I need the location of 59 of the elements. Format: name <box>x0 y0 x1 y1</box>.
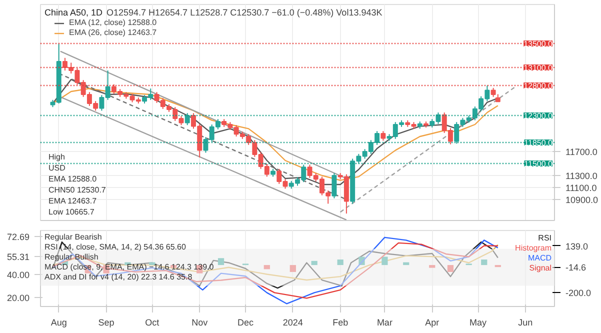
annotation: Regular Bullish <box>44 252 98 262</box>
ref-line-label: 11500.0 <box>524 160 554 168</box>
bar <box>311 260 318 266</box>
ref-line-label: 13100.0 <box>524 64 554 72</box>
bar <box>429 265 436 268</box>
x-tick-label: Nov <box>192 318 208 328</box>
legend-label: EMA (12, close) 12588.0 <box>69 18 157 27</box>
bar <box>264 265 270 270</box>
chart-title: China A50, 1D <box>44 8 104 18</box>
text: Signal <box>529 264 552 272</box>
x-tick-label: Aug <box>50 318 67 328</box>
ref-line-label: 13500.0 <box>524 40 554 48</box>
annotation: MACD (close, 9, EMA, EMA) −14.6 124.3 139.0 <box>44 262 214 272</box>
bar <box>290 265 296 272</box>
x-tick-label: Dec <box>237 318 254 328</box>
x-tick-label: Mar <box>376 318 392 328</box>
candlestick <box>380 130 386 142</box>
annotation: EMA 12463.7 <box>48 196 98 206</box>
ref-line-label: 12800.0 <box>524 82 554 90</box>
annotation: RSI (14, close, SMA, 14, 2) 54.36 65.60 <box>44 242 186 252</box>
x-tick-label: Feb <box>332 318 348 328</box>
bar <box>481 260 488 266</box>
bar <box>382 256 388 266</box>
y2-tick-label: -14.6 <box>566 262 586 273</box>
y-tick-label: 20.00 <box>6 292 30 303</box>
candlestick <box>332 172 337 199</box>
y-tick-label: 11300.0 <box>566 171 598 181</box>
annotation: Regular Bearish <box>44 232 102 242</box>
y-tick-label: 40.00 <box>6 270 30 280</box>
annotation: ADX and DI for v4 (14, 20) 22.3 14.6 35.8 <box>44 272 193 282</box>
legend-label: EMA (26, close) 12463.7 <box>69 28 157 37</box>
y-tick-label: 72.69 <box>6 232 30 242</box>
x-tick-label: Apr <box>425 318 440 328</box>
y2-tick-label: -200.0 <box>566 288 592 298</box>
annotation: USD <box>48 164 66 172</box>
ref-line-label: 11850.0 <box>524 138 554 148</box>
ref-line-label: 12300.0 <box>524 112 554 120</box>
chart-subtitle: O12594.7 H12654.7 L12528.7 C12530.7 −61.0 (−0.48%) Vol13.943K <box>106 8 382 18</box>
y-tick-label: 11700.0 <box>566 147 598 157</box>
text: RSI <box>538 234 552 242</box>
x-tick-label: Sep <box>98 318 114 328</box>
x-tick-label: May <box>470 318 488 328</box>
y-tick-label: 11100.0 <box>566 183 597 193</box>
y-tick-label: 55.31 <box>6 252 30 262</box>
y2-tick-label: 139.0 <box>566 241 588 252</box>
bar <box>447 265 454 272</box>
candlestick <box>184 112 190 126</box>
text: Histogram <box>515 244 552 252</box>
x-tick-label: Oct <box>145 318 160 328</box>
x-tick-label: Jun <box>518 318 533 328</box>
annotation: High <box>48 152 65 162</box>
text: MACD <box>528 254 552 262</box>
annotation: EMA 12588.0 <box>48 174 98 184</box>
bar <box>337 260 344 266</box>
annotation: CHN50 12530.7 <box>48 186 106 194</box>
annotation: Low 10665.7 <box>48 208 95 216</box>
x-tick-label: 2024 <box>282 318 303 328</box>
y-tick-label: 10900.0 <box>566 195 598 205</box>
bar <box>218 258 224 266</box>
